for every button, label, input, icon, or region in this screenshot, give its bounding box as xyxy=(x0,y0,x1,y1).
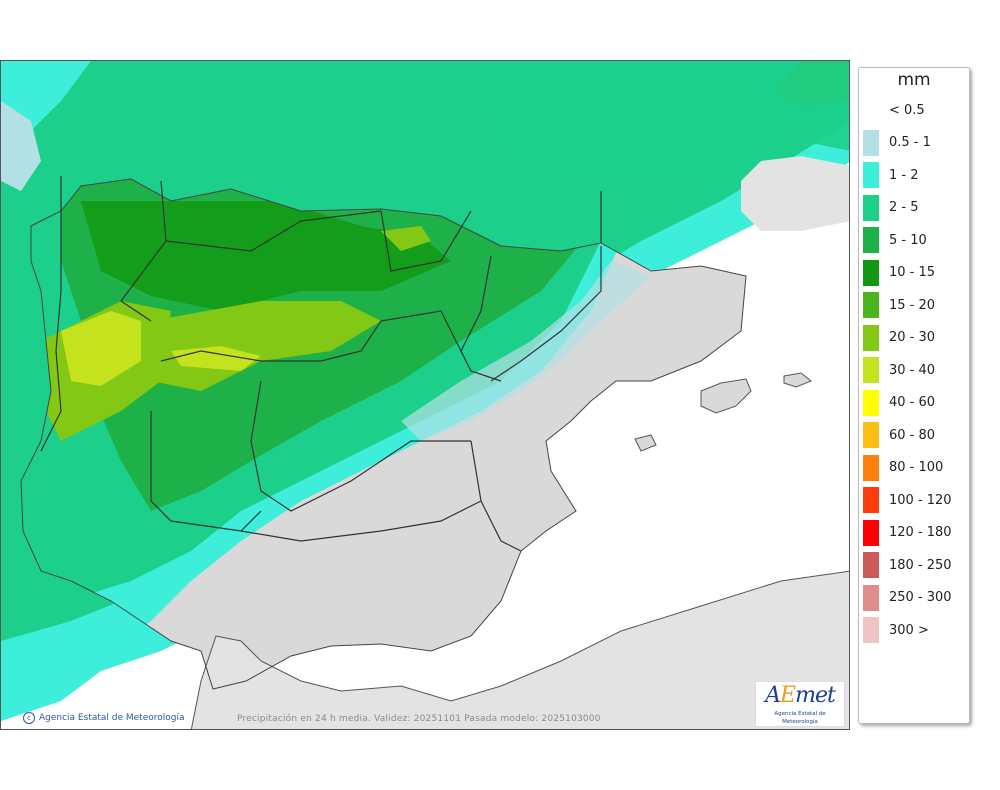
legend-label: 0.5 - 1 xyxy=(889,135,931,150)
dry-region xyxy=(201,266,746,689)
legend-swatch xyxy=(863,454,879,481)
legend-label: 20 - 30 xyxy=(889,330,936,345)
legend-item: 100 - 120 xyxy=(863,487,952,513)
legend-label: 30 - 40 xyxy=(889,362,936,378)
legend-swatch xyxy=(863,194,879,221)
aemet-logo-subtitle: Agencia Estatal de Meteorología xyxy=(774,711,826,725)
legend-swatch xyxy=(863,259,879,286)
border-extremadura xyxy=(150,411,262,532)
copyright-icon: c xyxy=(23,712,35,724)
legend-unit: mm xyxy=(897,70,931,90)
legend-label: 40 - 60 xyxy=(889,395,936,410)
france-area xyxy=(481,61,849,201)
legend-swatch xyxy=(863,519,879,546)
border-portugal-spain xyxy=(40,176,62,452)
map-canvas xyxy=(1,61,849,729)
legend-swatch xyxy=(863,357,879,383)
aemet-logo-wordmark: AEmet xyxy=(765,683,836,708)
island-mallorca xyxy=(700,378,752,414)
legend-label: 2 - 5 xyxy=(889,200,919,215)
border-andalucia xyxy=(240,500,482,542)
land-band-20-30 xyxy=(151,301,381,391)
legend-swatch xyxy=(863,552,879,578)
border-galicia xyxy=(120,180,167,322)
legend-swatch xyxy=(863,227,879,253)
land-band-10-15 xyxy=(81,201,451,311)
legend-swatch xyxy=(863,389,879,416)
legend-item: 5 - 10 xyxy=(863,227,927,253)
legend-label: 300 > xyxy=(889,622,929,638)
legend-swatch xyxy=(863,129,879,156)
legend-swatch xyxy=(863,97,879,123)
land-band-30-40-center xyxy=(171,346,261,371)
land-band-20-30-north xyxy=(381,226,431,251)
aemet-logo: AEmet Agencia Estatal de Meteorología xyxy=(755,681,845,727)
precipitation-map: c Agencia Estatal de Meteorología Precip… xyxy=(0,60,850,730)
legend-item: 30 - 40 xyxy=(863,357,935,383)
border-valencia xyxy=(470,440,522,552)
legend-label: 250 - 300 xyxy=(889,590,952,605)
border-aragon-east xyxy=(490,246,602,382)
france-dry xyxy=(741,156,849,231)
north-africa xyxy=(190,570,849,729)
legend-swatch xyxy=(863,324,879,351)
legend-label: 180 - 250 xyxy=(889,557,952,573)
legend-swatch xyxy=(863,617,879,643)
legend-item: 180 - 250 xyxy=(863,552,952,578)
legend-item: 80 - 100 xyxy=(863,454,944,481)
legend-label: 5 - 10 xyxy=(889,232,927,248)
legend-swatch xyxy=(863,487,879,513)
legend-item: 15 - 20 xyxy=(863,292,935,318)
regional-borders xyxy=(120,180,602,552)
land-band-30-40 xyxy=(61,311,141,386)
legend-item: 60 - 80 xyxy=(863,422,935,448)
legend-swatch xyxy=(863,422,879,448)
credit-notice: c Agencia Estatal de Meteorología xyxy=(23,712,185,724)
legend-label: 80 - 100 xyxy=(889,460,944,475)
legend-swatch xyxy=(863,292,879,318)
legend-item: 10 - 15 xyxy=(863,259,936,286)
border-basque xyxy=(380,210,472,272)
legend-item: < 0.5 xyxy=(863,97,925,123)
legend-item: 120 - 180 xyxy=(863,519,952,546)
border-cantabrian xyxy=(165,210,382,252)
legend-item: 2 - 5 xyxy=(863,194,919,221)
legend-label: < 0.5 xyxy=(889,102,925,118)
legend-item: 1 - 2 xyxy=(863,162,919,188)
legend-swatch xyxy=(863,584,879,611)
island-ibiza xyxy=(634,434,657,452)
precipitation-legend: mm < 0.5 0.5 - 1 1 - 2 2 - 5 5 - 10 10 - 15 15… xyxy=(858,67,970,724)
map-caption: Precipitación en 24 h media. Validez: 20… xyxy=(237,714,601,724)
legend-item: 0.5 - 1 xyxy=(863,129,931,156)
legend-item: 20 - 30 xyxy=(863,324,936,351)
border-castilla-south xyxy=(160,310,462,362)
border-castilla-la-mancha xyxy=(250,380,471,512)
legend-label: 1 - 2 xyxy=(889,167,919,183)
precip-band-sea-light xyxy=(1,101,41,191)
legend-item: 300 > xyxy=(863,617,929,643)
light-precip-transition xyxy=(401,261,651,441)
legend-label: 10 - 15 xyxy=(889,265,936,280)
credit-text: Agencia Estatal de Meteorología xyxy=(39,713,185,723)
legend-swatch xyxy=(863,162,879,188)
legend-item: 40 - 60 xyxy=(863,389,936,416)
legend-label: 100 - 120 xyxy=(889,492,952,508)
island-menorca xyxy=(783,372,812,388)
legend-label: 15 - 20 xyxy=(889,297,936,313)
legend-label: 60 - 80 xyxy=(889,427,936,443)
legend-item: 250 - 300 xyxy=(863,584,952,611)
legend-label: 120 - 180 xyxy=(889,525,952,540)
